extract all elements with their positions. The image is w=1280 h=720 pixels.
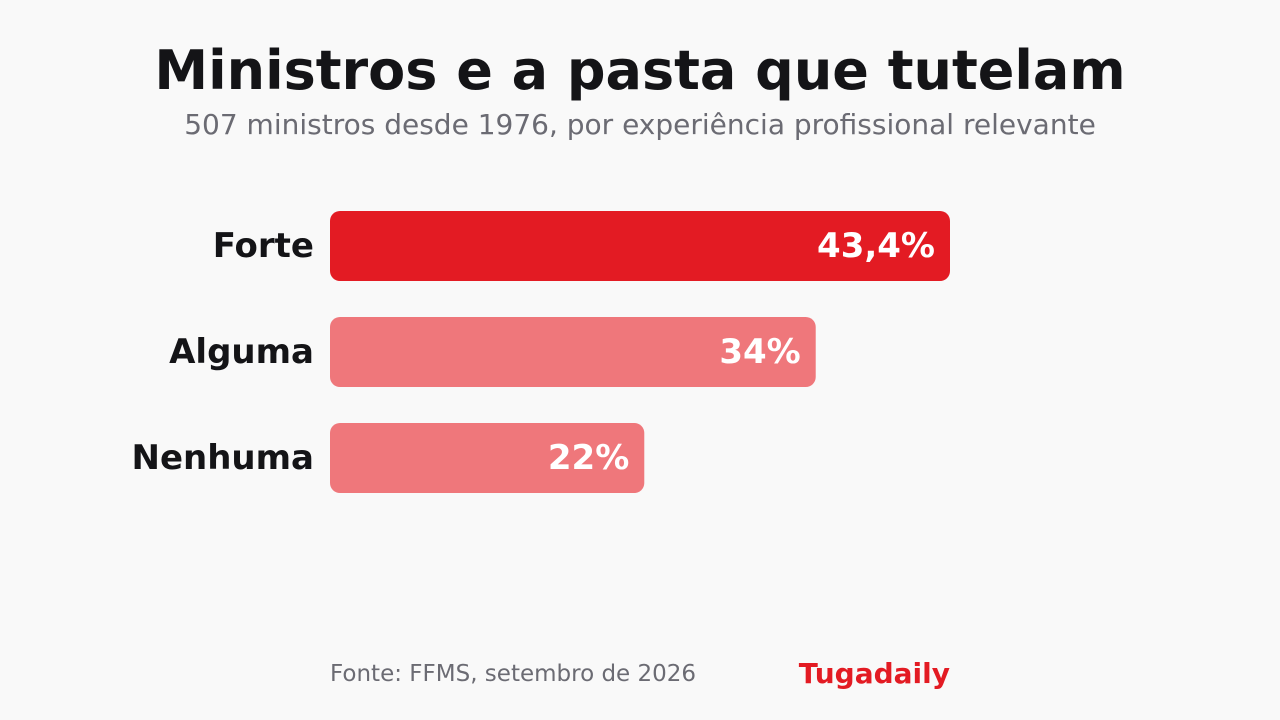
category-label-forte: Forte (213, 226, 314, 266)
bar-alguma (330, 317, 816, 387)
category-label-nenhuma: Nenhuma (131, 438, 314, 478)
chart-subtitle: 507 ministros desde 1976, por experiênci… (184, 108, 1096, 141)
bar-forte (330, 211, 950, 281)
value-label-alguma: 34% (719, 332, 800, 372)
brand-logo: Tugadaily (798, 657, 950, 690)
chart-title: Ministros e a pasta que tutelam (154, 39, 1126, 102)
value-label-nenhuma: 22% (548, 438, 629, 478)
value-label-forte: 43,4% (817, 226, 935, 266)
bars-group: Forte 43,4% Alguma 34% Nenhuma 22% (131, 211, 950, 493)
category-label-alguma: Alguma (169, 332, 314, 372)
bar-nenhuma (330, 423, 645, 493)
source-note: Fonte: FFMS, setembro de 2026 (330, 661, 697, 687)
